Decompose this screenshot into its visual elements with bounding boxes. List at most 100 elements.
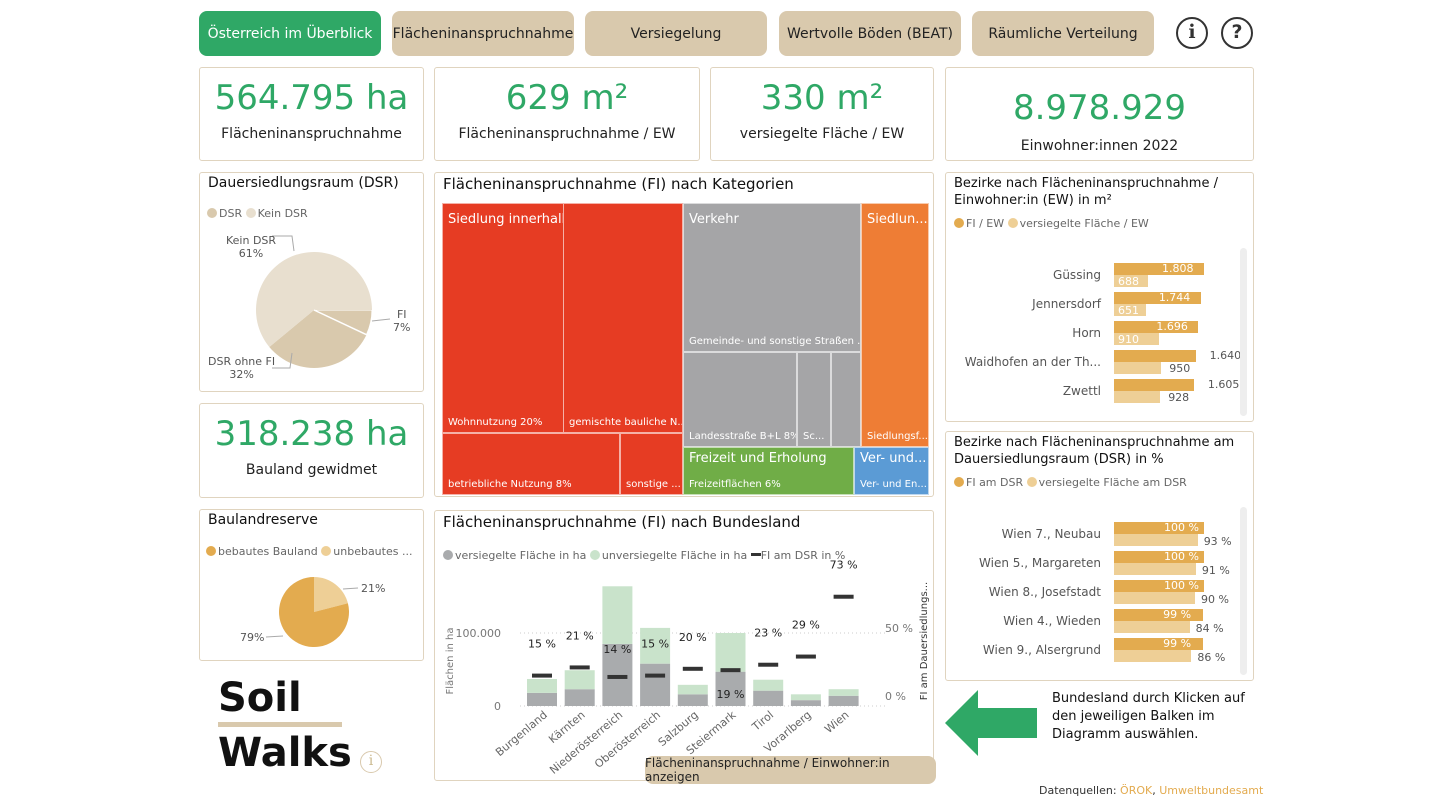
toggle-fi-ew-button[interactable]: Flächeninanspruchnahme / Einwohner:in an… bbox=[645, 756, 936, 784]
y-tick-label: 0 bbox=[494, 700, 501, 713]
bar-row[interactable]: Wien 5., Margareten 100 % 91 % bbox=[946, 551, 1236, 579]
bar-row[interactable]: Wien 7., Neubau 100 % 93 % bbox=[946, 522, 1236, 550]
tile-betrieblich[interactable]: betriebliche Nutzung 8% bbox=[442, 433, 620, 495]
row-label: Wien 8., Josefstadt bbox=[988, 585, 1101, 599]
bar-sealed bbox=[753, 690, 784, 706]
tile-siedlung[interactable]: Siedlun... Siedlungsf... bbox=[861, 203, 929, 447]
fi-dsr-label: 21 % bbox=[566, 629, 594, 642]
bar-sealed bbox=[1114, 592, 1195, 604]
bundesland-chart-card: Flächeninanspruchnahme (FI) nach Bundesl… bbox=[434, 510, 934, 781]
bar-row[interactable]: Güssing 1.808 688 bbox=[946, 263, 1236, 291]
leader-line bbox=[342, 587, 359, 590]
pie-slice-unbebaut bbox=[314, 577, 348, 612]
fi-dsr-label: 73 % bbox=[830, 559, 858, 572]
bar-sealed bbox=[1114, 275, 1149, 287]
bar-sealed bbox=[640, 663, 671, 706]
bar-sealed bbox=[1114, 563, 1196, 575]
row-label: Horn bbox=[1072, 326, 1101, 340]
bezirke-dsr-card: Bezirke nach Flächeninanspruchnahme am Da… bbox=[945, 431, 1254, 681]
nav-versiegelung[interactable]: Versiegelung bbox=[585, 11, 767, 56]
treemap-card: Flächeninanspruchnahme (FI) nach Kategor… bbox=[434, 172, 934, 497]
bar-unsealed bbox=[602, 586, 633, 644]
bar-row[interactable]: Wien 9., Alsergrund 99 % 86 % bbox=[946, 638, 1236, 666]
fi-dsr-marker bbox=[532, 673, 552, 678]
tile-gemeindestrassen[interactable]: Verkehr Gemeinde- und sonstige Straßen ..… bbox=[683, 203, 861, 352]
fi-dsr-marker bbox=[569, 665, 590, 670]
bar-sealed bbox=[1114, 304, 1147, 316]
value-sealed: 91 % bbox=[1201, 564, 1230, 577]
legend-dot bbox=[245, 208, 256, 218]
bar-row[interactable]: Wien 4., Wieden 99 % 84 % bbox=[946, 609, 1236, 637]
chart-legend: versiegelte Fläche in ha unversiegelte F… bbox=[443, 549, 845, 562]
fi-dsr-marker bbox=[833, 594, 854, 599]
bar-fi bbox=[1114, 580, 1204, 592]
legend-label: DSR bbox=[219, 207, 243, 220]
kpi-value: 318.238 ha bbox=[214, 414, 409, 454]
x-tick-label: Wien bbox=[822, 708, 851, 736]
treemap-title: Flächeninanspruchnahme (FI) nach Kategor… bbox=[443, 175, 794, 193]
logo-info-icon[interactable]: i bbox=[360, 751, 382, 773]
fi-dsr-marker bbox=[758, 662, 779, 667]
kpi-label: Bauland gewidmet bbox=[245, 462, 378, 478]
legend-label: bebautes Bauland bbox=[218, 545, 318, 558]
kpi-sealed-ew: 330 m² versiegelte Fläche / EW bbox=[710, 67, 934, 161]
bar-unsealed bbox=[640, 627, 671, 664]
tile-sonstige[interactable]: sonstige ... bbox=[620, 433, 683, 495]
soil-walks-logo: Soil Walks bbox=[218, 675, 352, 776]
bar-row[interactable]: Zwettl 1.605 928 bbox=[946, 379, 1240, 407]
bezirke-dsr-title: Bezirke nach Flächeninanspruchnahme am Da… bbox=[954, 435, 1235, 467]
nav-raeumliche-verteilung[interactable]: Räumliche Verteilung bbox=[972, 11, 1154, 56]
bezirke-ew-title: Bezirke nach Flächeninanspruchnahme / Ein… bbox=[954, 176, 1218, 208]
fi-dsr-label: 15 % bbox=[641, 638, 669, 651]
bar-sealed bbox=[677, 694, 708, 706]
bar-sealed bbox=[1114, 534, 1198, 546]
tile-freizeit[interactable]: Freizeit und Erholung Freizeitflächen 6% bbox=[683, 447, 854, 495]
legend-dot bbox=[207, 208, 217, 218]
bar-fi bbox=[1114, 321, 1199, 333]
bar-row[interactable]: Horn 1.696 910 bbox=[946, 321, 1236, 349]
bar-unsealed bbox=[790, 694, 821, 701]
nav-wertvolle-boeden[interactable]: Wertvolle Böden (BEAT) bbox=[779, 11, 961, 56]
tile-landesstrasse[interactable]: Landesstraße B+L 8% bbox=[683, 352, 797, 447]
dsr-card: Dauersiedlungsraum (DSR) DSR Kein DSR Ke… bbox=[199, 172, 424, 392]
fi-dsr-marker bbox=[607, 674, 628, 679]
value-sealed: 86 % bbox=[1197, 651, 1226, 664]
bar-row[interactable]: Jennersdorf 1.744 651 bbox=[946, 292, 1236, 320]
leader-line bbox=[272, 235, 295, 252]
info-icon[interactable]: i bbox=[1176, 17, 1208, 49]
fi-dsr-label: 19 % bbox=[717, 688, 745, 701]
bezirke-ew-legend: FI / EW versiegelte Fläche / EW bbox=[954, 217, 1149, 230]
bar-row[interactable]: Wien 8., Josefstadt 100 % 90 % bbox=[946, 580, 1236, 608]
kpi-label: Einwohner:innen 2022 bbox=[1020, 138, 1179, 154]
bar-fi bbox=[1114, 551, 1204, 563]
fi-dsr-marker bbox=[720, 668, 741, 673]
nav-flaecheninanspruchnahme[interactable]: Flächeninanspruchnahme bbox=[392, 11, 574, 56]
bar-sealed bbox=[1114, 621, 1190, 633]
bar-fi bbox=[1114, 379, 1194, 391]
source-link-umweltbundesamt[interactable]: Umweltbundesamt bbox=[1159, 784, 1264, 797]
bar-row[interactable]: Waidhofen an der Th... 1.640 950 bbox=[946, 350, 1241, 378]
bar-sealed bbox=[1114, 650, 1192, 662]
tile-wohnnutzung[interactable]: Siedlung innerhalb BaulandwidmungWohnnut… bbox=[442, 203, 564, 433]
hint-text: Bundesland durch Klicken auf den jeweili… bbox=[1052, 691, 1245, 742]
bauland-pie bbox=[265, 577, 359, 647]
scrollbar[interactable] bbox=[1240, 248, 1247, 416]
scrollbar[interactable] bbox=[1240, 507, 1247, 675]
leader-line bbox=[371, 318, 391, 322]
bar-unsealed bbox=[677, 684, 708, 695]
tile-sc[interactable]: Sc... bbox=[797, 352, 831, 447]
bar-sealed bbox=[828, 695, 859, 706]
tile-gemischt[interactable]: gemischte bauliche N... bbox=[563, 203, 683, 433]
source-link-oerok[interactable]: ÖROK bbox=[1120, 784, 1153, 797]
x-tick-label: Tirol bbox=[749, 708, 776, 734]
baulandreserve-title: Baulandreserve bbox=[208, 512, 318, 528]
bar-sealed bbox=[527, 692, 557, 706]
nav-oesterreich[interactable]: Österreich im Überblick bbox=[199, 11, 381, 56]
row-label: Wien 7., Neubau bbox=[1001, 527, 1101, 541]
bar-chart[interactable]: 0 100.000 0 % 50 % Flächen in ha FI am Dauers… bbox=[435, 511, 935, 782]
tile-verkehr-other[interactable] bbox=[831, 352, 861, 447]
tile-ver-und-entsorgung[interactable]: Ver- und... Ver- und En... bbox=[854, 447, 929, 495]
bauland-legend: bebautes Bauland unbebautes ... bbox=[206, 545, 412, 558]
help-icon[interactable]: ? bbox=[1221, 17, 1253, 49]
kpi-bauland: 318.238 ha Bauland gewidmet bbox=[199, 403, 424, 498]
